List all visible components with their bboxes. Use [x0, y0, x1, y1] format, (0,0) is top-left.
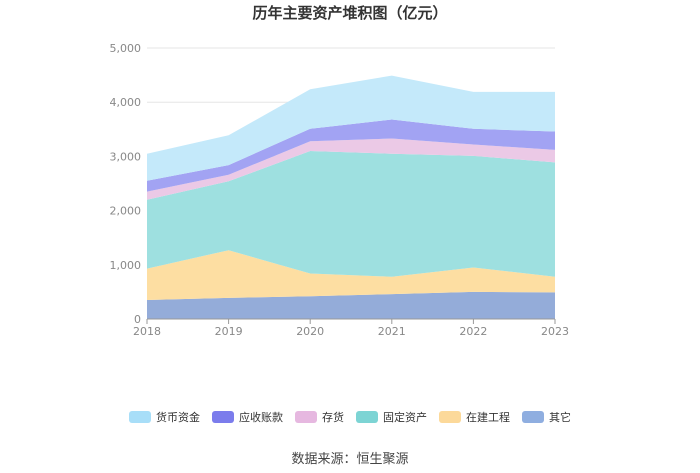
x-tick-label: 2022	[459, 325, 487, 338]
area-固定资产[interactable]	[147, 151, 555, 277]
legend-swatch	[439, 411, 461, 423]
legend-swatch	[295, 411, 317, 423]
data-source: 数据来源：恒生聚源	[291, 452, 409, 467]
y-tick-label: 5,000	[110, 42, 142, 55]
y-tick-label: 0	[134, 313, 141, 326]
legend-item[interactable]: 其它	[522, 409, 571, 425]
legend-item[interactable]: 货币资金	[129, 409, 200, 425]
x-tick-label: 2021	[378, 325, 406, 338]
x-tick-label: 2020	[296, 325, 324, 338]
legend: 货币资金 应收账款 存货 固定资产 在建工程 其它	[0, 409, 700, 425]
stacked-area-chart: 0 1,000 2,000 3,000 4,000 5,000 2018 2019 2020 20…	[110, 42, 570, 338]
legend-item[interactable]: 应收账款	[212, 409, 283, 425]
x-tick-label: 2019	[215, 325, 243, 338]
area-其它[interactable]	[147, 291, 555, 319]
y-tick-label: 4,000	[110, 96, 142, 109]
legend-label: 固定资产	[383, 411, 427, 424]
y-tick-label: 2,000	[110, 205, 142, 218]
legend-swatch	[212, 411, 234, 423]
legend-swatch	[129, 411, 151, 423]
area-应收账款[interactable]	[147, 119, 555, 192]
y-tick-label: 1,000	[110, 259, 142, 272]
area-存货[interactable]	[147, 138, 555, 200]
x-tick-label: 2023	[541, 325, 569, 338]
area-货币资金[interactable]	[147, 75, 555, 181]
legend-label: 在建工程	[466, 411, 510, 424]
chart-title: 历年主要资产堆积图（亿元）	[252, 4, 448, 22]
legend-label: 货币资金	[156, 411, 200, 424]
legend-item[interactable]: 固定资产	[356, 409, 427, 425]
legend-item[interactable]: 在建工程	[439, 409, 510, 425]
area-series	[147, 75, 555, 319]
axes: 0 1,000 2,000 3,000 4,000 5,000 2018 2019 2020 20…	[110, 42, 570, 338]
x-tick-label: 2018	[133, 325, 161, 338]
legend-swatch	[356, 411, 378, 423]
legend-label: 存货	[322, 411, 344, 424]
legend-item[interactable]: 存货	[295, 409, 344, 425]
legend-label: 其它	[549, 411, 571, 424]
y-tick-label: 3,000	[110, 150, 142, 163]
legend-label: 应收账款	[239, 411, 283, 424]
legend-swatch	[522, 411, 544, 423]
